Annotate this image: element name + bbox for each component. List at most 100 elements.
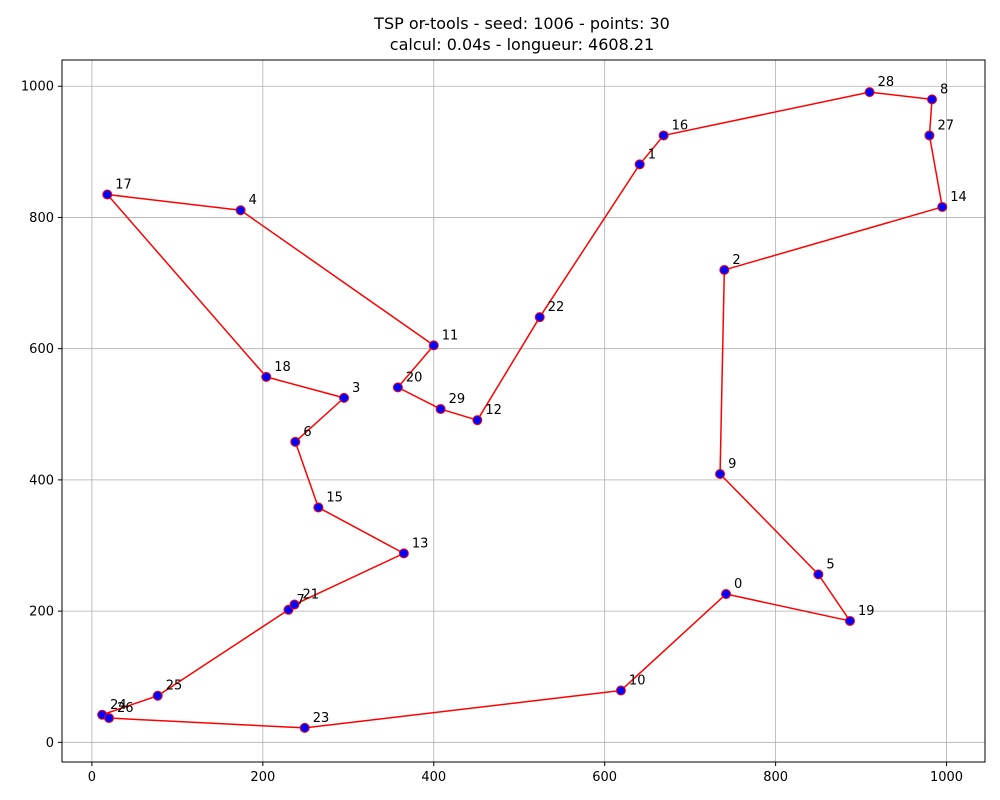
city-point <box>615 685 626 696</box>
city-label: 3 <box>352 381 360 396</box>
route-segment <box>928 99 933 136</box>
city-point <box>398 548 409 559</box>
route-segment <box>294 441 320 508</box>
city-point <box>428 340 439 351</box>
city-label: 18 <box>274 360 291 375</box>
city-label: 4 <box>249 193 257 208</box>
x-tick-label: 200 <box>250 770 275 785</box>
route-segment <box>304 689 622 729</box>
city-label: 27 <box>937 118 954 133</box>
city-label: 20 <box>406 370 423 385</box>
city-point <box>392 382 403 393</box>
y-tick-label: 800 <box>29 211 54 226</box>
x-tick-label: 800 <box>763 770 788 785</box>
route-segment <box>106 194 267 378</box>
plot-frame <box>61 59 986 763</box>
city-label: 12 <box>485 403 502 418</box>
city-label: 22 <box>548 300 565 315</box>
city-point <box>924 130 935 141</box>
city-label: 6 <box>303 425 311 440</box>
city-label: 15 <box>326 490 343 505</box>
city-label: 17 <box>115 177 132 192</box>
route-segment <box>719 473 819 575</box>
y-tick-label: 200 <box>29 605 54 620</box>
city-label: 5 <box>826 557 834 572</box>
city-point <box>719 264 730 275</box>
city-label: 25 <box>166 679 183 694</box>
y-tick-label: 400 <box>29 473 54 488</box>
city-label: 16 <box>672 118 689 133</box>
city-point <box>844 615 855 626</box>
route-segment <box>294 397 345 443</box>
city-point <box>813 569 824 580</box>
city-point <box>634 159 645 170</box>
x-tick-label: 0 <box>88 770 96 785</box>
city-point <box>927 94 938 105</box>
city-label: 7 <box>296 593 304 608</box>
y-tick-label: 600 <box>29 342 54 357</box>
route-segment <box>240 209 435 347</box>
city-label: 8 <box>940 82 948 97</box>
route-segment <box>108 717 305 729</box>
route-segment <box>107 193 241 211</box>
route-segment <box>476 316 541 421</box>
label-layer: 0123456789101112131415161718192021222324… <box>110 75 967 726</box>
route-segment <box>440 408 478 421</box>
route-segment <box>539 163 641 318</box>
city-point <box>472 415 483 426</box>
grid-layer <box>62 60 985 762</box>
chart-title: TSP or-tools - seed: 1006 - points: 30 <box>373 14 670 33</box>
city-point <box>435 404 446 415</box>
route-segment <box>397 344 435 388</box>
city-label: 29 <box>449 392 466 407</box>
route-segment <box>869 91 933 101</box>
city-point <box>715 468 726 479</box>
city-label: 24 <box>110 698 127 713</box>
city-point <box>339 392 350 403</box>
city-point <box>313 502 324 513</box>
city-point <box>658 130 669 141</box>
route-segment <box>294 552 405 606</box>
city-point <box>290 436 301 447</box>
city-point <box>721 589 732 600</box>
route-segment <box>724 206 943 271</box>
chart-subtitle: calcul: 0.04s - longueur: 4608.21 <box>390 35 654 54</box>
city-label: 26 <box>117 701 134 716</box>
city-label: 2 <box>732 253 740 268</box>
route-segment <box>663 91 870 137</box>
city-point <box>102 189 113 200</box>
city-point <box>261 371 272 382</box>
city-label: 28 <box>878 75 895 90</box>
city-point <box>937 201 948 212</box>
city-label: 10 <box>629 673 646 688</box>
city-point <box>235 205 246 216</box>
route-segment <box>725 593 851 622</box>
route-segment <box>928 135 944 208</box>
city-label: 1 <box>648 147 656 162</box>
city-point <box>104 713 115 724</box>
x-tick-label: 600 <box>592 770 617 785</box>
route-segment <box>101 695 158 716</box>
city-label: 0 <box>734 577 742 592</box>
city-point <box>289 599 300 610</box>
route-segment <box>817 573 851 622</box>
point-layer <box>97 87 948 733</box>
city-label: 19 <box>858 604 875 619</box>
route-segment <box>157 609 289 697</box>
city-label: 13 <box>412 536 429 551</box>
y-tick-label: 0 <box>46 736 54 751</box>
city-label: 14 <box>950 190 967 205</box>
city-point <box>299 722 310 733</box>
city-point <box>864 87 875 98</box>
route-segment <box>620 593 727 692</box>
route-segment <box>639 134 665 165</box>
x-tick-label: 1000 <box>930 770 963 785</box>
city-point <box>152 690 163 701</box>
route-segment <box>318 506 405 555</box>
city-label: 23 <box>313 711 330 726</box>
city-label: 11 <box>442 328 459 343</box>
x-tick-label: 400 <box>421 770 446 785</box>
route-layer <box>101 91 944 729</box>
